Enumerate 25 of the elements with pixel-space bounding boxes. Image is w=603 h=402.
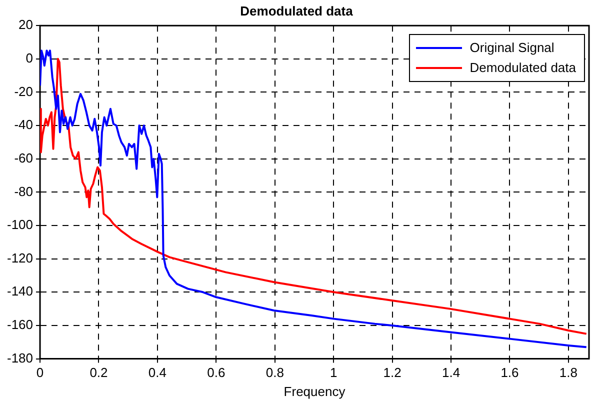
x-tick-label: 1.8 (559, 365, 578, 380)
x-tick-label: 1.2 (383, 365, 402, 380)
y-tick-label: -20 (14, 84, 34, 99)
legend-label: Original Signal (470, 38, 554, 57)
y-tick-label: -180 (6, 350, 34, 366)
x-tick-label: 0.6 (207, 365, 226, 380)
x-tick-label: 0.2 (90, 365, 108, 380)
y-tick-label: -140 (6, 284, 34, 299)
x-tick-label: 1 (330, 365, 338, 380)
y-tick-label: -80 (14, 184, 34, 199)
y-tick-label: -100 (6, 217, 34, 232)
x-tick-label: 0.8 (266, 365, 284, 380)
x-axis-title: Frequency (284, 384, 346, 399)
y-tick-label: 0 (26, 50, 34, 66)
y-tick-label: 20 (18, 17, 34, 32)
legend-label: Demodulated data (470, 58, 576, 77)
x-tick-label: 0 (36, 365, 44, 380)
x-tick-label: 1.4 (442, 365, 460, 380)
y-tick-label: -40 (14, 117, 34, 132)
x-tick-label: 1.6 (500, 365, 519, 380)
y-tick-label: -160 (6, 317, 34, 332)
y-tick-label: -120 (6, 250, 34, 266)
y-tick-label: -60 (14, 150, 34, 166)
chart-title: Demodulated data (240, 3, 354, 18)
x-tick-label: 0.4 (148, 365, 166, 380)
